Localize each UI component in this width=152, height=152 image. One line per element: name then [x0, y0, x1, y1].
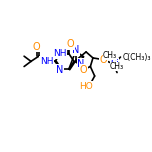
- Text: N: N: [72, 45, 79, 55]
- Text: CH₃: CH₃: [103, 51, 117, 60]
- Text: O: O: [99, 55, 107, 65]
- Text: O: O: [32, 42, 40, 52]
- Text: HO: HO: [79, 82, 93, 91]
- Text: Si: Si: [110, 59, 119, 69]
- Text: N: N: [56, 65, 63, 75]
- Text: C(CH₃)₃: C(CH₃)₃: [123, 53, 152, 62]
- Text: O: O: [67, 39, 74, 49]
- Text: CH₃: CH₃: [110, 62, 124, 71]
- Text: NH: NH: [40, 57, 53, 66]
- Text: N: N: [77, 59, 85, 69]
- Text: NH: NH: [53, 49, 66, 58]
- Text: O: O: [80, 65, 87, 75]
